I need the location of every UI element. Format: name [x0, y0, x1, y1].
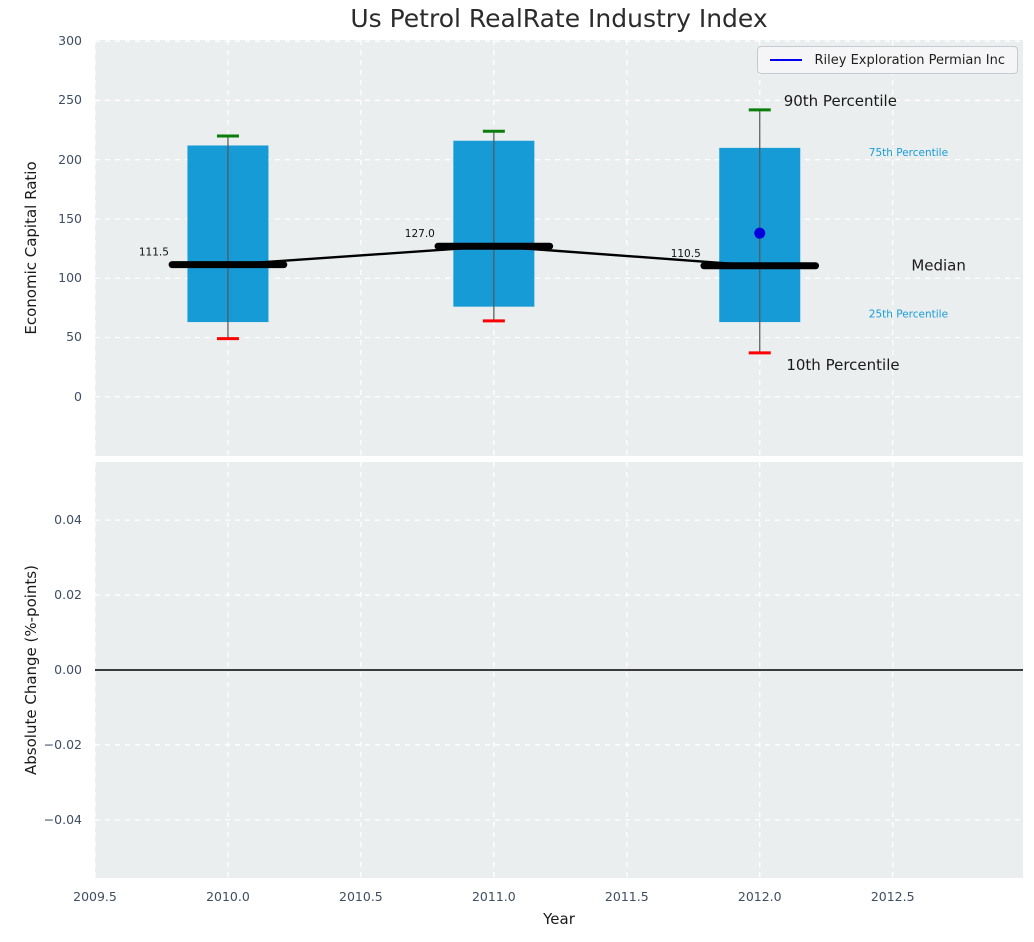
guide-label-median: Median: [911, 257, 966, 275]
xtick-2012.0: 2012.0: [737, 889, 782, 904]
top-plot-area: 111.5 127.0 110.5 90th Percentile 75th Perce…: [95, 40, 1023, 456]
company-point: [754, 227, 766, 239]
ytick-top-250: 250: [58, 92, 82, 108]
legend-line-icon: [769, 59, 802, 61]
ytick-bottom-−0.02: −0.02: [43, 736, 82, 752]
guide-label-90th-percentile: 90th Percentile: [784, 92, 897, 110]
guide-label-25th-percentile: 25th Percentile: [869, 308, 948, 320]
xtick-2012.5: 2012.5: [870, 889, 915, 904]
bottom-plot-canvas: [95, 462, 1023, 878]
top-plot-canvas: 111.5 127.0 110.5 90th Percentile 75th Perce…: [95, 40, 1023, 456]
median-value-label-2012: 110.5: [671, 248, 701, 260]
ytick-top-0: 0: [74, 388, 82, 404]
ytick-bottom-0.00: 0.00: [54, 662, 82, 677]
top-y-axis-label: Economic Capital Ratio: [22, 161, 40, 335]
xtick-2011.5: 2011.5: [604, 889, 649, 904]
ytick-top-300: 300: [58, 33, 82, 49]
xtick-2010.5: 2010.5: [339, 889, 383, 904]
chart-title: Us Petrol RealRate Industry Index: [350, 4, 768, 33]
legend: Riley Exploration Permian Inc: [756, 46, 1018, 74]
ytick-top-100: 100: [58, 270, 82, 286]
ytick-bottom-0.02: 0.02: [54, 587, 82, 603]
x-axis-label: Year: [543, 910, 575, 928]
ytick-top-150: 150: [58, 210, 82, 226]
ytick-bottom-−0.04: −0.04: [43, 811, 82, 827]
median-value-label-2011: 127.0: [405, 228, 435, 240]
median-value-label-2010: 111.5: [139, 247, 169, 259]
ytick-top-50: 50: [66, 329, 82, 345]
xtick-2011.0: 2011.0: [471, 889, 516, 904]
guide-label-75th-percentile: 75th Percentile: [869, 147, 948, 159]
legend-label: Riley Exploration Permian Inc: [814, 52, 1005, 68]
xtick-2010.0: 2010.0: [206, 889, 250, 904]
guide-label-10th-percentile: 10th Percentile: [786, 356, 899, 374]
ytick-bottom-0.04: 0.04: [54, 512, 82, 528]
xtick-2009.5: 2009.5: [73, 889, 117, 904]
ytick-top-200: 200: [58, 151, 82, 167]
bottom-y-axis-label: Absolute Change (%-points): [22, 565, 40, 775]
bottom-plot-area: [95, 462, 1023, 878]
